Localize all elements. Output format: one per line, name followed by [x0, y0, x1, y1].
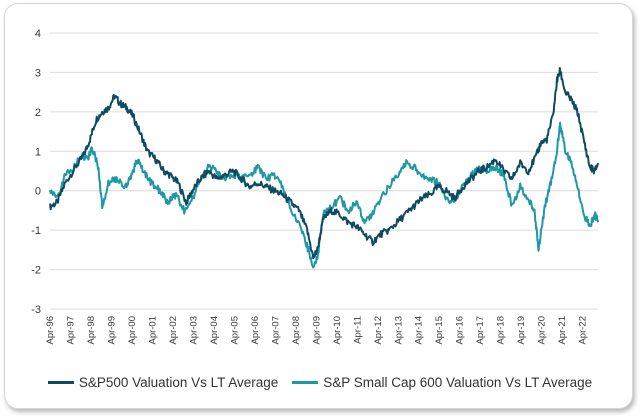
x-tick-label: Apr-03	[188, 316, 199, 345]
x-tick-label: Apr-16	[455, 316, 466, 345]
x-tick-label: Apr-04	[209, 316, 220, 345]
y-tick-label: 3	[35, 67, 41, 79]
x-tick-label: Apr-98	[86, 316, 97, 345]
x-tick-label: Apr-05	[229, 316, 240, 345]
legend: S&P500 Valuation Vs LT Average S&P Small…	[0, 375, 640, 390]
x-tick-label: Apr-12	[373, 316, 384, 345]
x-tick-label: Apr-21	[557, 316, 568, 345]
x-tick-label: Apr-13	[393, 316, 404, 345]
y-tick-label: 2	[35, 107, 41, 119]
y-tick-label: 4	[35, 28, 41, 40]
x-tick-label: Apr-20	[537, 316, 548, 345]
x-axis-ticks: Apr-96 Apr-97 Apr-98 Apr-99 Apr-00 Apr-01 Apr-…	[45, 316, 589, 345]
gridlines	[50, 32, 598, 310]
x-tick-label: Apr-07	[270, 316, 281, 345]
x-tick-label: Apr-11	[352, 316, 363, 344]
x-tick-label: Apr-14	[414, 316, 425, 345]
x-tick-label: Apr-09	[311, 316, 322, 345]
legend-swatch-sp500	[47, 381, 74, 384]
y-tick-label: -3	[31, 304, 41, 316]
chart-frame	[4, 3, 633, 409]
x-tick-label: Apr-06	[250, 316, 261, 345]
x-tick-label: Apr-97	[65, 316, 76, 345]
x-tick-label: Apr-18	[496, 316, 507, 345]
legend-item-sp500: S&P500 Valuation Vs LT Average	[47, 375, 279, 390]
series-line-sp500	[49, 67, 599, 260]
y-axis-ticks: 4 3 2 1 0 -1 -2 -3	[31, 28, 41, 316]
x-tick-label: Apr-01	[147, 316, 158, 345]
legend-label-smallcap: S&P Small Cap 600 Valuation Vs LT Averag…	[323, 375, 593, 390]
legend-item-smallcap: S&P Small Cap 600 Valuation Vs LT Averag…	[292, 375, 592, 390]
x-tick-label: Apr-00	[127, 316, 138, 345]
x-tick-label: Apr-99	[106, 316, 117, 345]
x-tick-label: Apr-10	[332, 316, 343, 345]
series-line-smallcap	[49, 121, 599, 269]
x-tick-label: Apr-08	[291, 316, 302, 345]
x-tick-label: Apr-02	[168, 316, 179, 345]
y-tick-label: -2	[31, 265, 41, 277]
y-tick-label: 0	[35, 186, 41, 198]
x-tick-label: Apr-96	[45, 316, 56, 345]
y-tick-label: -1	[31, 225, 41, 237]
series-lines	[49, 67, 599, 269]
x-tick-label: Apr-17	[475, 316, 486, 345]
legend-label-sp500: S&P500 Valuation Vs LT Average	[78, 375, 279, 390]
x-tick-label: Apr-19	[516, 316, 527, 345]
y-tick-label: 1	[35, 146, 41, 158]
x-tick-label: Apr-22	[578, 316, 589, 345]
legend-swatch-smallcap	[292, 381, 319, 384]
x-tick-label: Apr-15	[434, 316, 445, 345]
